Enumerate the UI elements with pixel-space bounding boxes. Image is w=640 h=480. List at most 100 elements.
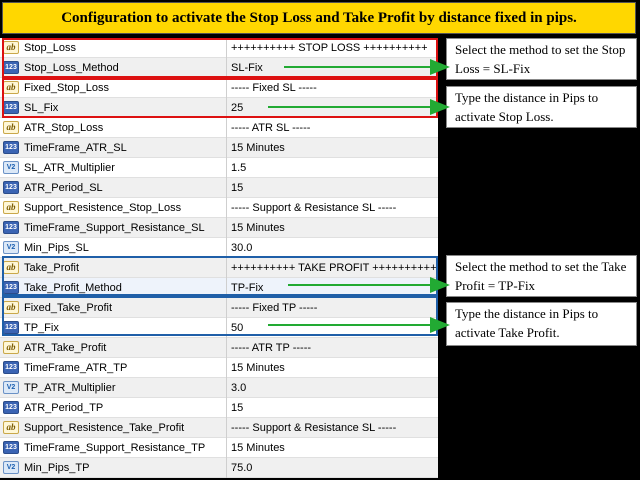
column-divider <box>226 78 227 98</box>
note-sl-method: Select the method to set the Stop Loss =… <box>446 38 637 80</box>
param-name: Support_Resistence_Stop_Loss <box>24 202 182 214</box>
string-type-icon: ab <box>3 81 19 94</box>
param-row[interactable]: V2 Min_Pips_SL 30.0 <box>0 238 438 258</box>
column-divider <box>226 458 227 478</box>
param-value[interactable]: 30.0 <box>231 242 253 254</box>
param-row[interactable]: 123 Take_Profit_Method TP-Fix <box>0 278 438 298</box>
integer-type-icon: 123 <box>3 361 19 374</box>
param-row[interactable]: V2 Min_Pips_TP 75.0 <box>0 458 438 478</box>
param-value[interactable]: ----- Support & Resistance SL ----- <box>231 202 397 214</box>
param-row[interactable]: 123 ATR_Period_TP 15 <box>0 398 438 418</box>
param-row[interactable]: 123 Stop_Loss_Method SL-Fix <box>0 58 438 78</box>
integer-type-icon: 123 <box>3 101 19 114</box>
param-value[interactable]: 75.0 <box>231 462 253 474</box>
param-value[interactable]: ----- ATR TP ----- <box>231 342 312 354</box>
param-value[interactable]: TP-Fix <box>231 282 264 294</box>
double-type-icon: V2 <box>3 381 19 394</box>
column-divider <box>226 398 227 418</box>
param-value[interactable]: 15 Minutes <box>231 362 285 374</box>
param-value[interactable]: ++++++++++ STOP LOSS ++++++++++ <box>231 42 428 54</box>
column-divider <box>226 218 227 238</box>
integer-type-icon: 123 <box>3 181 19 194</box>
column-divider <box>226 378 227 398</box>
param-row[interactable]: ab Support_Resistence_Stop_Loss ----- Supp… <box>0 198 438 218</box>
param-value[interactable]: 15 <box>231 402 244 414</box>
string-type-icon: ab <box>3 121 19 134</box>
param-value[interactable]: SL-Fix <box>231 62 263 74</box>
param-name: TimeFrame_ATR_TP <box>24 362 128 374</box>
integer-type-icon: 123 <box>3 401 19 414</box>
param-row[interactable]: 123 TimeFrame_ATR_SL 15 Minutes <box>0 138 438 158</box>
param-value[interactable]: 15 Minutes <box>231 142 285 154</box>
param-name: Stop_Loss_Method <box>24 62 119 74</box>
param-value[interactable]: 15 Minutes <box>231 442 285 454</box>
param-row[interactable]: V2 TP_ATR_Multiplier 3.0 <box>0 378 438 398</box>
param-row[interactable]: ab ATR_Stop_Loss ----- ATR SL ----- <box>0 118 438 138</box>
string-type-icon: ab <box>3 201 19 214</box>
column-divider <box>226 298 227 318</box>
inputs-grid: ab Stop_Loss ++++++++++ STOP LOSS ++++++++… <box>0 38 438 478</box>
param-row[interactable]: ab Fixed_Stop_Loss ----- Fixed SL ----- <box>0 78 438 98</box>
string-type-icon: ab <box>3 421 19 434</box>
column-divider <box>226 158 227 178</box>
column-divider <box>226 258 227 278</box>
param-row[interactable]: 123 TimeFrame_Support_Resistance_SL 15 Min… <box>0 218 438 238</box>
param-value[interactable]: ----- Support & Resistance SL ----- <box>231 422 397 434</box>
param-name: Support_Resistence_Take_Profit <box>24 422 185 434</box>
param-name: SL_Fix <box>24 102 59 114</box>
param-name: Min_Pips_SL <box>24 242 89 254</box>
param-value[interactable]: ----- Fixed SL ----- <box>231 82 317 94</box>
param-name: ATR_Stop_Loss <box>24 122 104 134</box>
param-name: TimeFrame_Support_Resistance_TP <box>24 442 206 454</box>
string-type-icon: ab <box>3 301 19 314</box>
param-name: ATR_Period_SL <box>24 182 103 194</box>
column-divider <box>226 238 227 258</box>
column-divider <box>226 418 227 438</box>
banner-title: Configuration to activate the Stop Loss … <box>2 2 636 34</box>
param-value[interactable]: ----- Fixed TP ----- <box>231 302 318 314</box>
param-value[interactable]: 50 <box>231 322 244 334</box>
integer-type-icon: 123 <box>3 61 19 74</box>
double-type-icon: V2 <box>3 161 19 174</box>
column-divider <box>226 438 227 458</box>
integer-type-icon: 123 <box>3 441 19 454</box>
note-tp-fix: Type the distance in Pips to activate Ta… <box>446 302 637 346</box>
column-divider <box>226 58 227 78</box>
param-row[interactable]: V2 SL_ATR_Multiplier 1.5 <box>0 158 438 178</box>
param-value[interactable]: 3.0 <box>231 382 247 394</box>
param-name: TimeFrame_ATR_SL <box>24 142 127 154</box>
param-row[interactable]: 123 TP_Fix 50 <box>0 318 438 338</box>
param-row[interactable]: 123 TimeFrame_Support_Resistance_TP 15 Min… <box>0 438 438 458</box>
param-value[interactable]: 15 <box>231 182 244 194</box>
param-value[interactable]: 15 Minutes <box>231 222 285 234</box>
param-name: TimeFrame_Support_Resistance_SL <box>24 222 205 234</box>
param-row[interactable]: ab Support_Resistence_Take_Profit ----- Su… <box>0 418 438 438</box>
column-divider <box>226 98 227 118</box>
param-name: TP_Fix <box>24 322 59 334</box>
integer-type-icon: 123 <box>3 141 19 154</box>
param-row[interactable]: ab ATR_Take_Profit ----- ATR TP ----- <box>0 338 438 358</box>
column-divider <box>226 138 227 158</box>
param-name: ATR_Take_Profit <box>24 342 107 354</box>
note-tp-method: Select the method to set the Take Profit… <box>446 255 637 297</box>
param-row[interactable]: 123 SL_Fix 25 <box>0 98 438 118</box>
param-row[interactable]: 123 ATR_Period_SL 15 <box>0 178 438 198</box>
param-value[interactable]: 25 <box>231 102 244 114</box>
string-type-icon: ab <box>3 261 19 274</box>
param-name: TP_ATR_Multiplier <box>24 382 116 394</box>
param-row[interactable]: ab Stop_Loss ++++++++++ STOP LOSS ++++++++… <box>0 38 438 58</box>
param-name: Take_Profit <box>24 262 80 274</box>
param-name: Stop_Loss <box>24 42 76 54</box>
param-row[interactable]: ab Fixed_Take_Profit ----- Fixed TP ----- <box>0 298 438 318</box>
column-divider <box>226 178 227 198</box>
double-type-icon: V2 <box>3 241 19 254</box>
param-name: Take_Profit_Method <box>24 282 122 294</box>
param-name: Fixed_Stop_Loss <box>24 82 109 94</box>
param-value[interactable]: ----- ATR SL ----- <box>231 122 311 134</box>
integer-type-icon: 123 <box>3 321 19 334</box>
param-value[interactable]: 1.5 <box>231 162 247 174</box>
param-row[interactable]: 123 TimeFrame_ATR_TP 15 Minutes <box>0 358 438 378</box>
param-value[interactable]: ++++++++++ TAKE PROFIT ++++++++++ <box>231 262 437 274</box>
param-row[interactable]: ab Take_Profit ++++++++++ TAKE PROFIT ++++… <box>0 258 438 278</box>
integer-type-icon: 123 <box>3 281 19 294</box>
